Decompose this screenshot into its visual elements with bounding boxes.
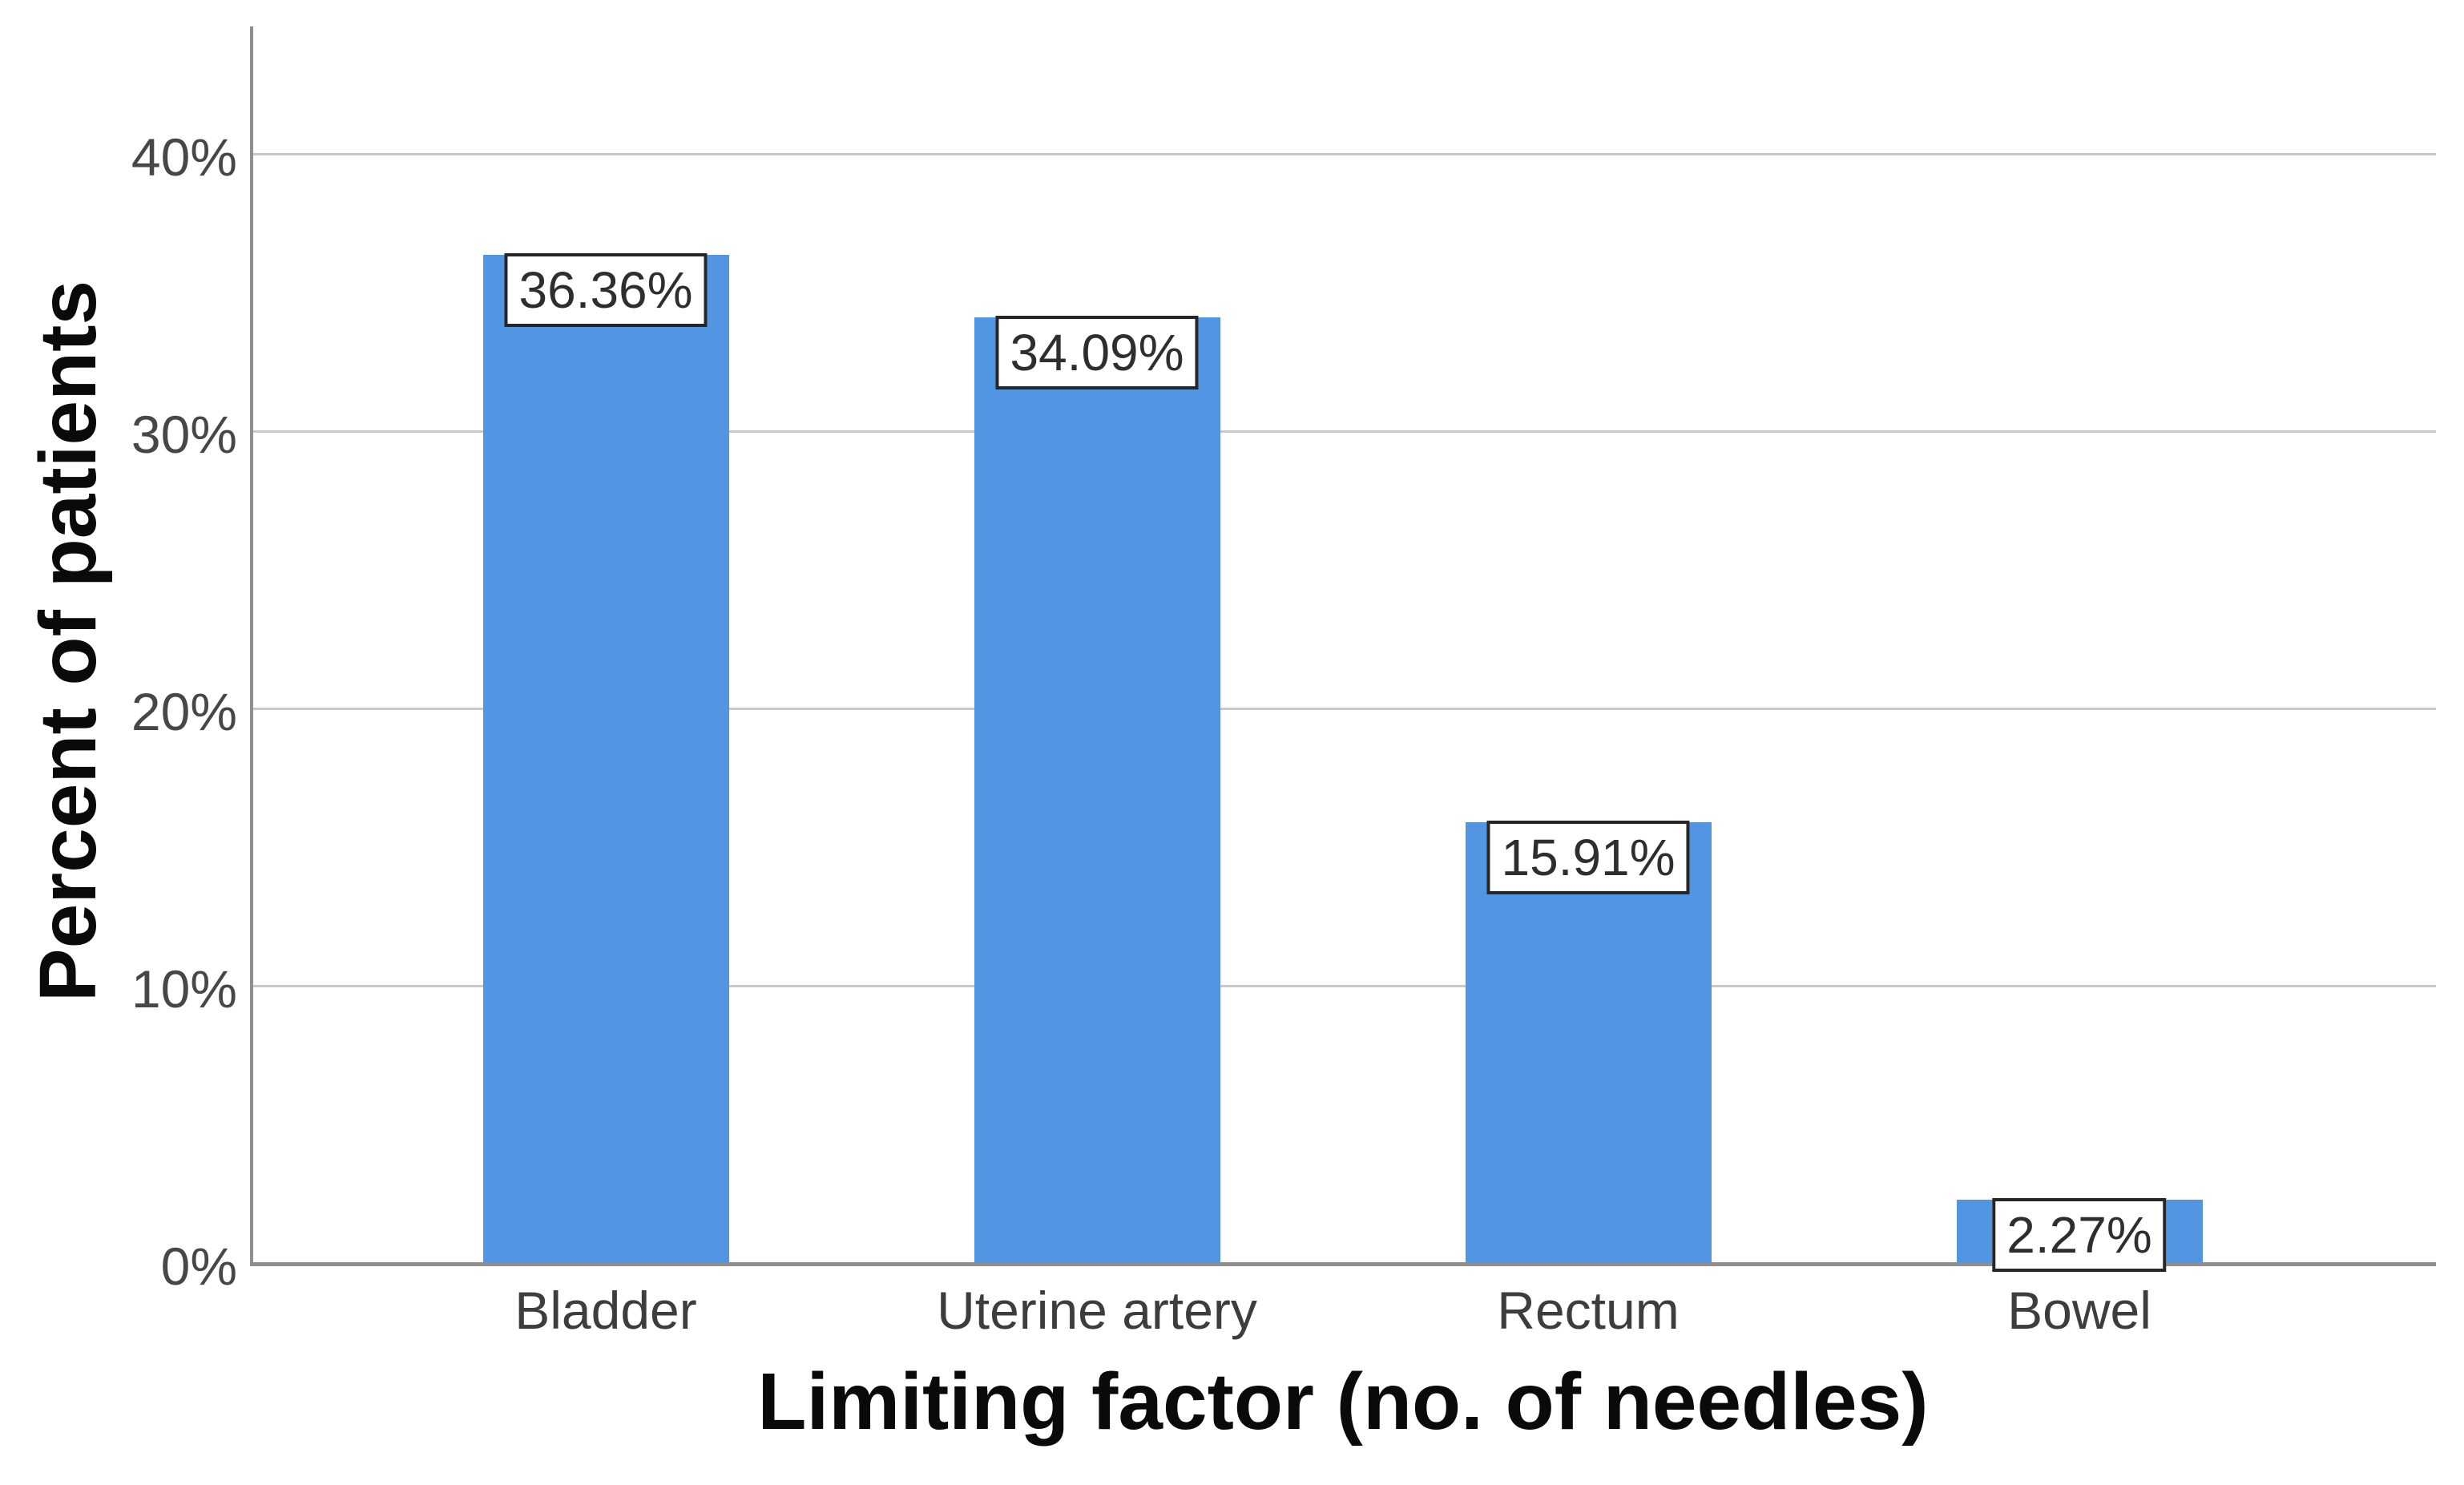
y-axis-line xyxy=(250,26,253,1265)
y-tick-label: 20% xyxy=(131,682,237,741)
bar-value-label: 34.09% xyxy=(995,316,1199,389)
y-tick-label: 10% xyxy=(131,959,237,1019)
y-tick-label: 30% xyxy=(131,405,237,464)
y-tick-label: 0% xyxy=(160,1237,237,1296)
x-category-label: Uterine artery xyxy=(937,1281,1257,1340)
bar xyxy=(1465,822,1712,1263)
gridline xyxy=(250,985,2436,987)
x-category-label: Bladder xyxy=(514,1281,697,1340)
bar-value-label: 2.27% xyxy=(1992,1198,2167,1272)
gridline xyxy=(250,430,2436,433)
bar-value-label: 15.91% xyxy=(1486,821,1690,894)
bar xyxy=(974,317,1220,1263)
y-tick-label: 40% xyxy=(131,127,237,187)
x-axis-line xyxy=(250,1262,2436,1266)
gridline xyxy=(250,153,2436,155)
bar xyxy=(482,255,729,1263)
x-category-label: Rectum xyxy=(1497,1281,1680,1340)
y-axis-title: Percent of patients xyxy=(23,280,113,1003)
x-axis-title: Limiting factor (no. of needles) xyxy=(757,1357,1929,1447)
bar-value-label: 36.36% xyxy=(504,253,708,327)
x-category-label: Bowel xyxy=(2007,1281,2151,1340)
gridline xyxy=(250,708,2436,710)
